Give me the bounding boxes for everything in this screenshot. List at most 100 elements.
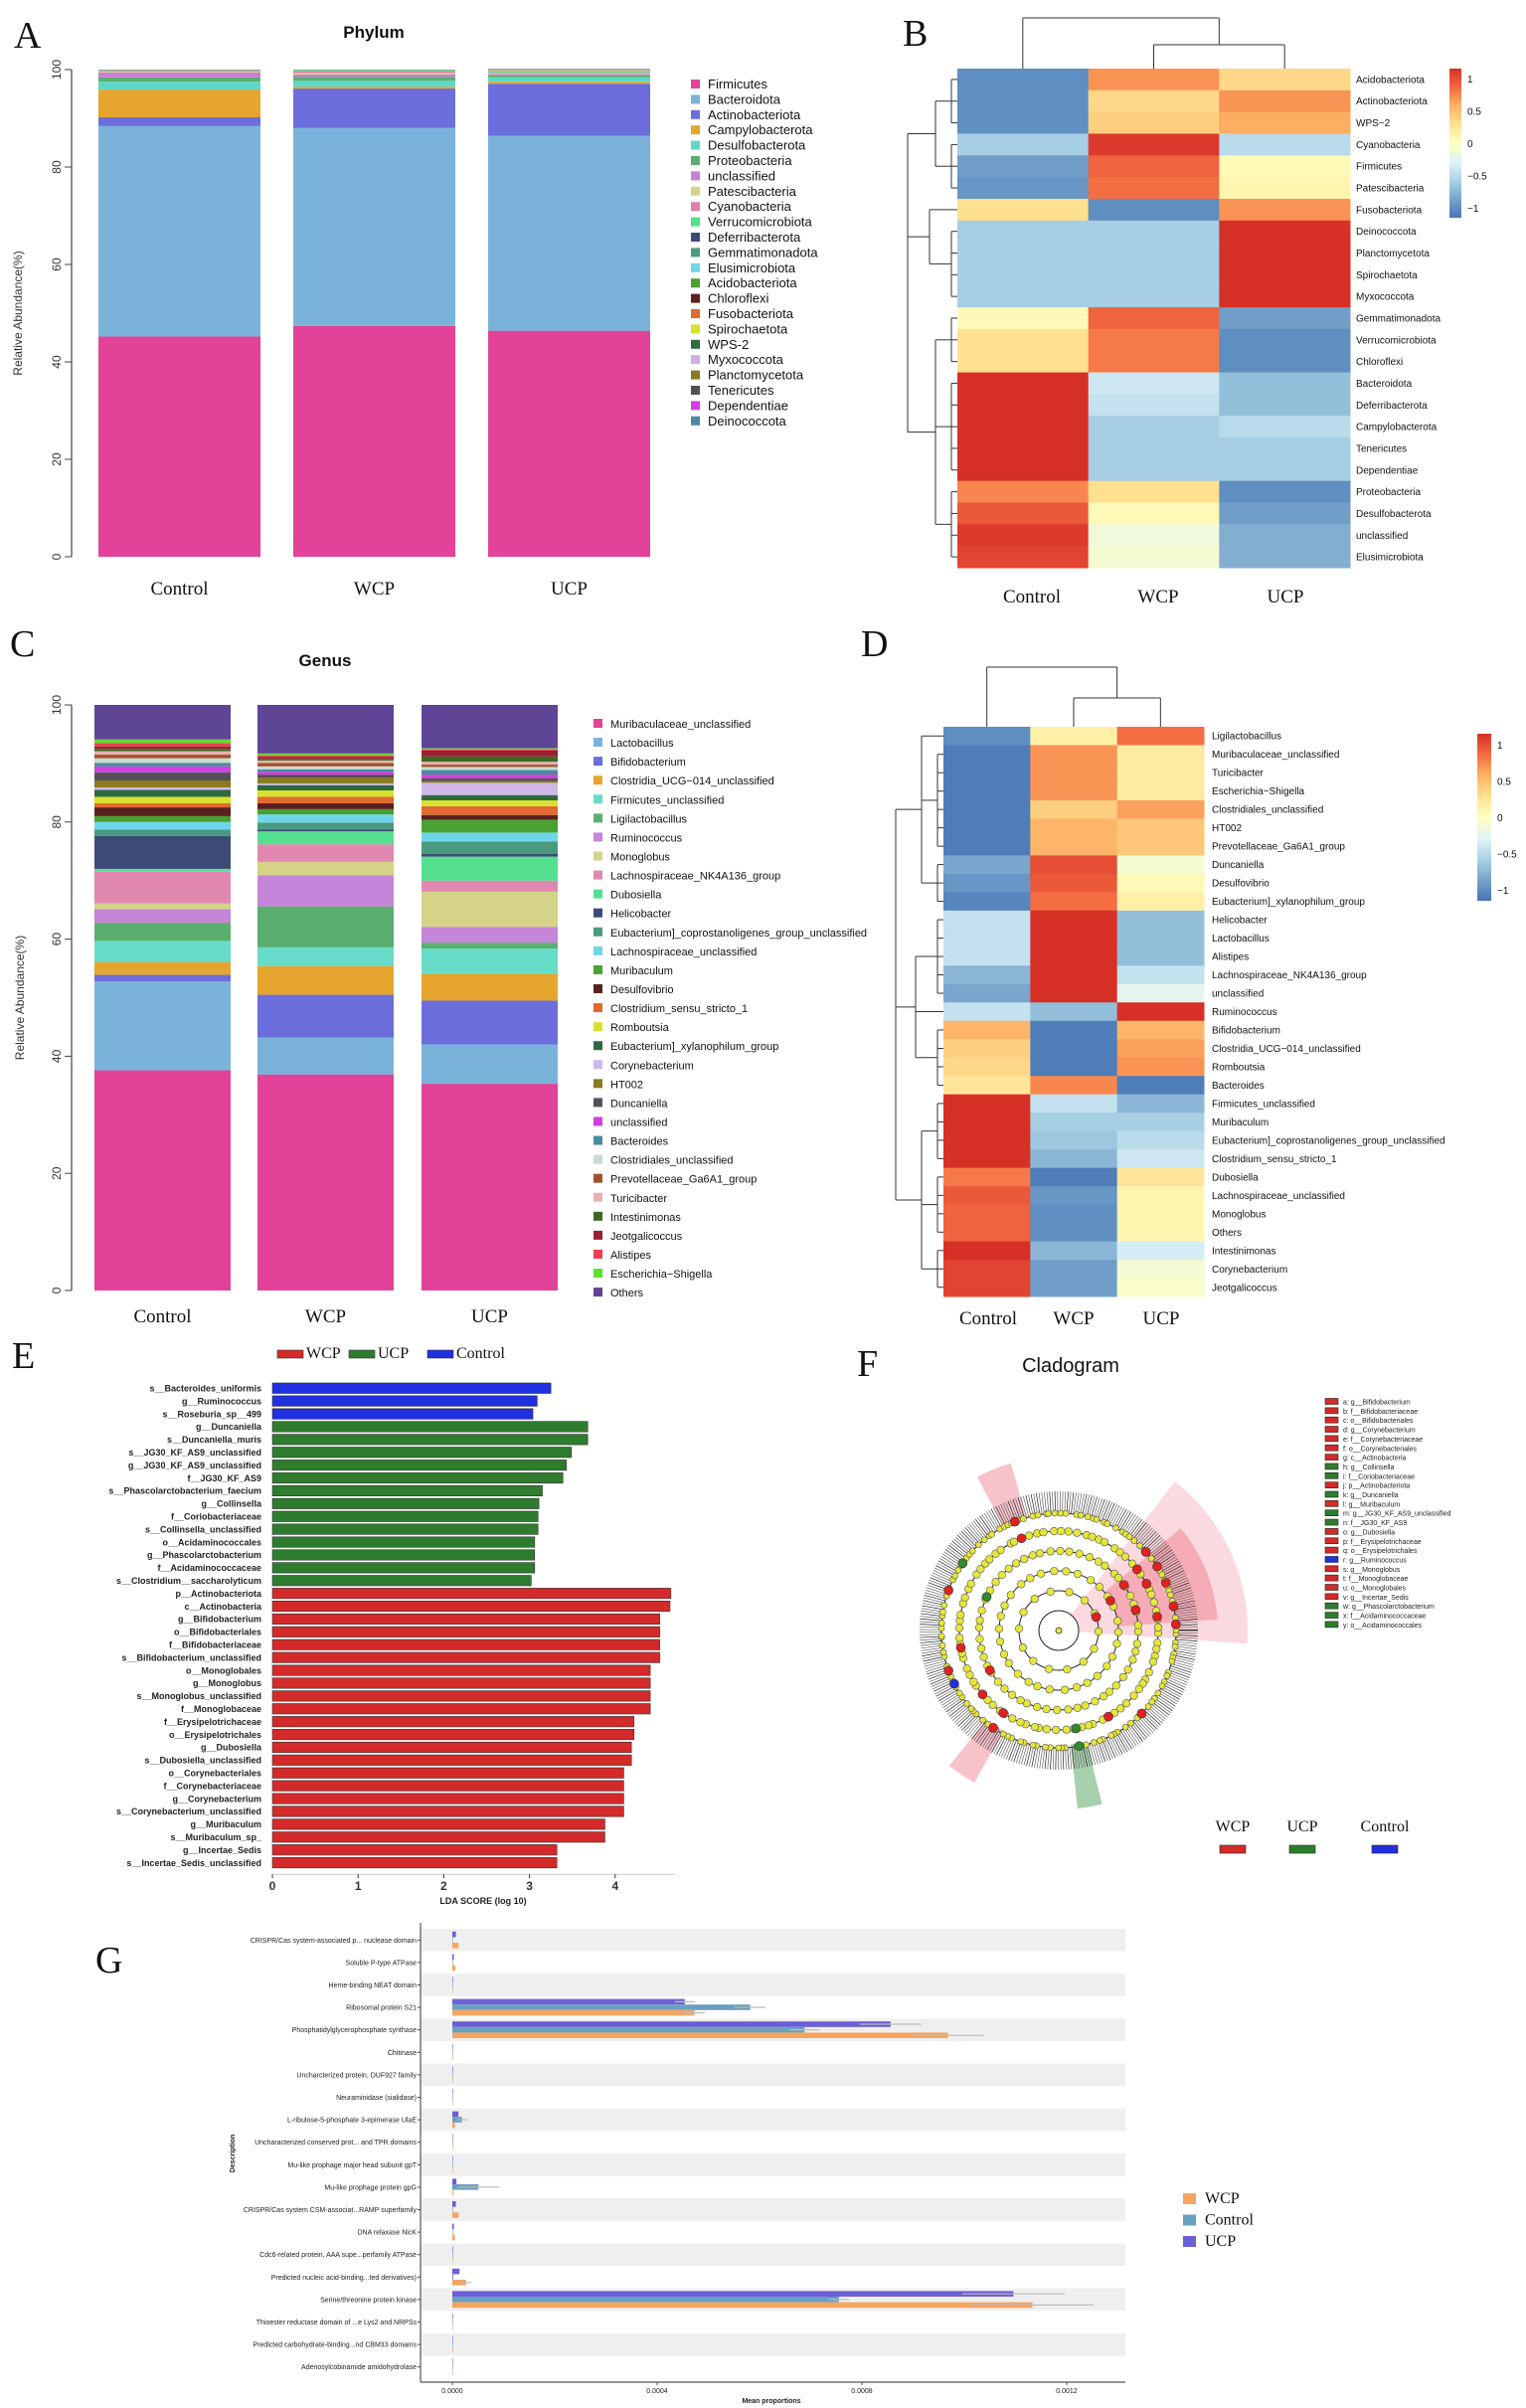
bar-segment [488, 71, 650, 73]
leaf-branch [1117, 1509, 1129, 1530]
taxon-node [1120, 1552, 1130, 1561]
feature-label: s__Incertae_Sedis_unclassified [126, 1858, 261, 1868]
taxon-node [938, 1641, 946, 1649]
leaf-branch [936, 1562, 956, 1575]
bar-segment [257, 802, 394, 809]
proportion-bar [452, 2032, 948, 2038]
taxon-node [985, 1555, 994, 1564]
bar-segment [422, 765, 558, 768]
x-tick-label: 0 [269, 1879, 276, 1893]
taxon-node [994, 1625, 1004, 1634]
legend-label: Intestinimonas [610, 1212, 681, 1224]
taxon-legend-label: p: f__Erysipelotrichaceae [1343, 1539, 1422, 1546]
leaf-branch [921, 1610, 943, 1615]
bar-segment [94, 941, 231, 962]
leaf-branch [1173, 1652, 1196, 1658]
leaf-branch [1123, 1514, 1136, 1533]
heatmap-row-label: Deferribacterota [1356, 401, 1428, 412]
taxon-legend-label: r: g__Ruminococcus [1343, 1557, 1407, 1564]
feature-label: f__Erysipelotrichaceae [164, 1717, 261, 1727]
heatmap-cell [957, 133, 1090, 156]
heatmap-cell [943, 1076, 1031, 1096]
heatmap-cell [957, 480, 1090, 504]
heatmap-cell [1030, 929, 1118, 948]
leaf-branch [1089, 1743, 1097, 1766]
phylum-bar-chart: Phylum 0 20 40 60 80 100 Relative Abundance(%) C… [11, 23, 818, 600]
legend-swatch [593, 1003, 602, 1013]
legend-swatch [691, 125, 700, 135]
heatmap-cell [1219, 89, 1351, 113]
leaf-branch [931, 1574, 951, 1585]
taxon-legend-label: a: g__Bifidobacterium [1343, 1400, 1411, 1407]
taxon-node [1112, 1524, 1119, 1532]
legend-label: unclassified [708, 168, 775, 183]
feature-label: s__Roseburia_sp__499 [162, 1409, 261, 1419]
taxon-node [1079, 1657, 1088, 1666]
colorbar-tick-label: 0 [1497, 813, 1503, 824]
heatmap-row-label: Intestinimonas [1212, 1246, 1275, 1257]
leaf-branch [921, 1646, 943, 1651]
taxon-node [1171, 1642, 1179, 1650]
lda-bar [271, 1395, 538, 1407]
proportion-bar [452, 2155, 453, 2162]
heatmap-cell [1088, 437, 1220, 460]
heatmap-cell [1219, 524, 1351, 547]
heatmap-cell [957, 524, 1090, 547]
leaf-branch [1166, 1675, 1187, 1686]
legend-swatch [593, 832, 602, 842]
feature-label: s__Phascolarctobacterium_faecium [108, 1486, 261, 1496]
leaf-branch [1041, 1492, 1045, 1514]
taxon-node [1033, 1681, 1042, 1691]
legend-swatch [1324, 1621, 1339, 1629]
leaf-branch [1067, 1747, 1070, 1770]
proportion-bar [452, 2178, 457, 2184]
leaf-branch [1102, 1739, 1111, 1761]
lda-bar [271, 1638, 660, 1650]
legend-swatch [593, 813, 602, 823]
leaf-branch [1170, 1665, 1192, 1673]
taxon-node [1028, 1551, 1037, 1560]
bar-segment [422, 841, 558, 854]
heatmap-row-label: Prevotellaceae_Ga6A1_group [1212, 842, 1345, 853]
legend-swatch [1324, 1435, 1339, 1443]
proportion-bar [452, 2280, 466, 2286]
bar-segment [257, 772, 394, 775]
bar-segment [257, 789, 394, 797]
taxon-node [1112, 1639, 1121, 1648]
legend-label: Others [610, 1288, 644, 1299]
bar-segment [422, 780, 558, 783]
bar-segment [257, 763, 394, 767]
legend-swatch [593, 1135, 602, 1145]
lda-bar [271, 1844, 558, 1856]
heatmap-row-label: Chloroflexi [1356, 357, 1403, 368]
taxon-node-wcp [943, 1665, 953, 1676]
leaf-branch [1103, 1738, 1113, 1760]
proportion-bar [452, 2134, 453, 2140]
lda-bar [271, 1523, 539, 1535]
bar-segment [293, 71, 455, 74]
leaf-branch [1107, 1503, 1118, 1525]
heatmap-cell [1116, 929, 1205, 948]
heatmap-cell [1088, 177, 1220, 200]
taxon-node [1073, 1703, 1082, 1712]
feature-label: g__Incertae_Sedis [183, 1845, 261, 1855]
legend-label: Acidobacteriota [708, 275, 797, 290]
heatmap-cell [957, 307, 1090, 330]
bar-segment [422, 1084, 558, 1290]
heatmap-row-label: unclassified [1356, 531, 1408, 542]
leaf-branch [1098, 1741, 1106, 1763]
leaf-branch [925, 1592, 946, 1600]
legend-swatch [691, 80, 700, 88]
leaf-branch [1033, 1493, 1039, 1516]
feature-label: f__Monoglobaceae [181, 1704, 261, 1714]
heatmap-row-label: Tenericutes [1356, 443, 1407, 454]
leaf-branch [1050, 1747, 1053, 1770]
x-tick-label: 3 [526, 1879, 533, 1893]
leaf-branch [1111, 1506, 1122, 1527]
feature-label: g__Muribaculum [190, 1819, 261, 1829]
leaf-branch [1158, 1558, 1179, 1571]
heatmap-cell [1219, 198, 1351, 222]
heatmap-cell [1219, 437, 1351, 460]
heatmap-cell [943, 1204, 1031, 1224]
leaf-branch [1133, 1523, 1149, 1542]
